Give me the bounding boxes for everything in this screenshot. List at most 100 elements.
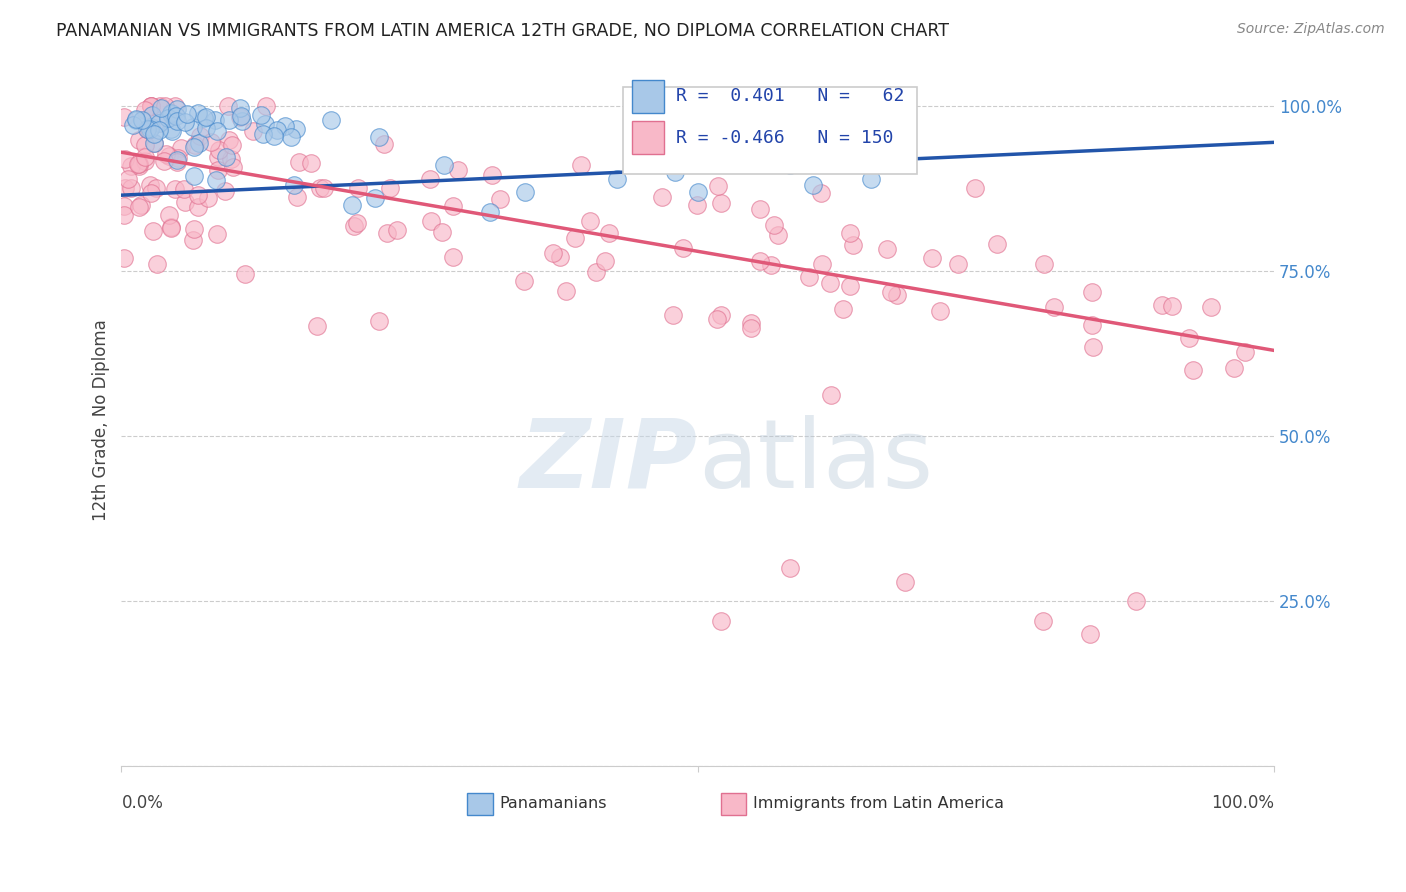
Point	[153, 154, 176, 169]
Point	[165, 109, 187, 123]
Point	[273, 119, 295, 133]
Point	[1199, 300, 1222, 314]
Point	[129, 197, 152, 211]
Point	[364, 192, 387, 206]
Text: 0.0%: 0.0%	[121, 794, 163, 813]
Point	[112, 252, 135, 266]
FancyBboxPatch shape	[631, 79, 664, 113]
Text: Source: ZipAtlas.com: Source: ZipAtlas.com	[1237, 22, 1385, 37]
Text: ZIP: ZIP	[520, 415, 697, 508]
Point	[134, 153, 156, 168]
Point	[193, 112, 215, 126]
Point	[141, 108, 163, 122]
Point	[194, 111, 217, 125]
Point	[139, 120, 162, 134]
Point	[134, 150, 156, 164]
Point	[163, 99, 186, 113]
Point	[160, 219, 183, 234]
Point	[748, 253, 770, 268]
Point	[820, 388, 842, 402]
Point	[710, 614, 733, 628]
Point	[880, 285, 903, 299]
Point	[153, 99, 176, 113]
Point	[242, 123, 264, 137]
Point	[598, 227, 620, 241]
Point	[706, 311, 728, 326]
Point	[183, 222, 205, 236]
Point	[946, 257, 969, 271]
Point	[1125, 594, 1147, 608]
Point	[149, 99, 172, 113]
Point	[543, 246, 565, 260]
Point	[207, 151, 229, 165]
Point	[160, 122, 183, 136]
FancyBboxPatch shape	[721, 793, 747, 815]
Point	[1032, 614, 1054, 628]
Point	[928, 304, 950, 318]
Point	[120, 159, 142, 173]
Point	[555, 285, 578, 299]
Point	[288, 155, 311, 169]
Point	[740, 317, 762, 331]
Point	[378, 181, 401, 195]
Point	[710, 196, 733, 211]
Point	[141, 99, 163, 113]
Point	[1234, 345, 1257, 359]
Point	[149, 102, 172, 116]
Point	[166, 114, 188, 128]
Point	[217, 99, 239, 113]
Point	[375, 226, 398, 240]
Point	[373, 137, 395, 152]
Point	[810, 186, 832, 201]
Point	[842, 238, 865, 252]
Point	[285, 190, 308, 204]
Point	[801, 178, 824, 193]
Point	[183, 169, 205, 183]
Point	[166, 154, 188, 169]
Point	[779, 158, 801, 172]
Point	[117, 172, 139, 186]
Point	[340, 198, 363, 212]
Point	[283, 178, 305, 193]
Text: Panamanians: Panamanians	[499, 797, 607, 812]
Point	[125, 113, 148, 128]
Point	[876, 242, 898, 256]
Point	[569, 158, 592, 172]
Point	[186, 187, 208, 202]
Point	[664, 165, 686, 179]
Point	[207, 227, 229, 242]
Point	[197, 191, 219, 205]
Point	[139, 121, 162, 136]
Point	[368, 130, 391, 145]
Point	[1032, 257, 1054, 271]
Point	[797, 269, 820, 284]
Point	[205, 124, 228, 138]
Point	[585, 265, 607, 279]
Point	[513, 185, 536, 199]
Point	[748, 202, 770, 216]
Point	[346, 181, 368, 195]
Point	[128, 159, 150, 173]
Point	[447, 162, 470, 177]
Point	[1080, 318, 1102, 332]
Point	[187, 136, 209, 150]
Point	[221, 138, 243, 153]
Point	[346, 215, 368, 229]
Point	[686, 198, 709, 212]
Point	[252, 127, 274, 141]
FancyBboxPatch shape	[623, 87, 917, 174]
Point	[139, 99, 162, 113]
Point	[662, 308, 685, 322]
Point	[1043, 300, 1066, 314]
Point	[763, 219, 786, 233]
Point	[139, 99, 162, 113]
Point	[205, 172, 228, 186]
Point	[145, 180, 167, 194]
Point	[299, 155, 322, 169]
Point	[166, 102, 188, 116]
Point	[481, 168, 503, 182]
Point	[818, 277, 841, 291]
Point	[112, 199, 135, 213]
Point	[160, 106, 183, 120]
Point	[183, 140, 205, 154]
